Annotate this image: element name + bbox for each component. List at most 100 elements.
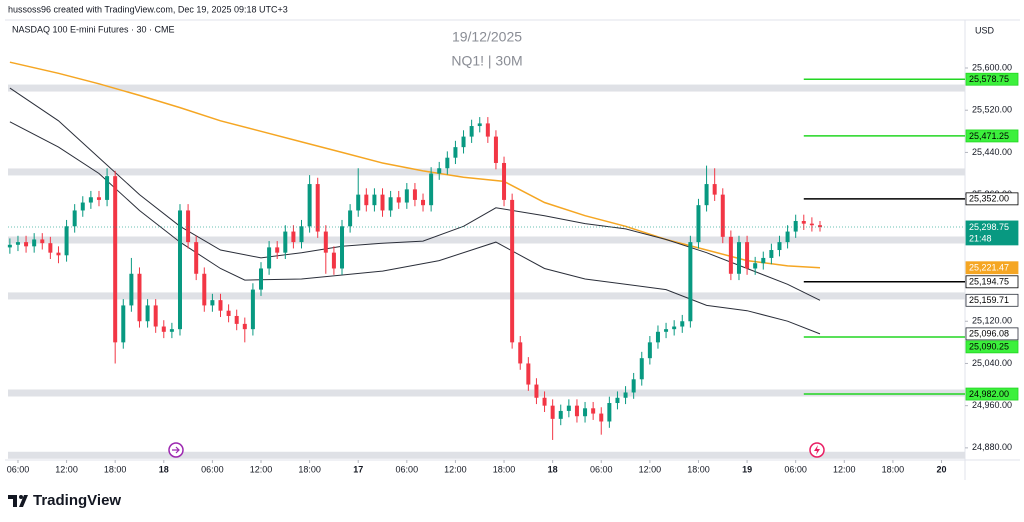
- candle-body: [736, 242, 741, 274]
- candle-body: [745, 242, 750, 269]
- x-tick-label: 17: [353, 464, 363, 474]
- candle-body: [153, 305, 158, 327]
- level-label-box: [965, 387, 1019, 401]
- candle-body: [429, 173, 434, 206]
- candle-body: [761, 257, 766, 264]
- zone: [8, 451, 965, 459]
- level-label-box: [965, 192, 1019, 206]
- x-tick-label: 06:00: [201, 464, 224, 474]
- candle-body: [80, 202, 85, 211]
- ma-label-box: [965, 327, 1019, 341]
- x-tick-label: 06:00: [784, 464, 807, 474]
- ma-label: 25,096.08: [969, 329, 1009, 339]
- candle-body: [445, 157, 450, 169]
- moving-average: [9, 61, 821, 269]
- candle-body: [299, 226, 304, 243]
- candle-body: [259, 268, 264, 290]
- x-tick-label: 06:00: [590, 464, 613, 474]
- candle-body: [615, 397, 620, 404]
- candle-body: [785, 231, 790, 243]
- candle-body: [534, 384, 539, 398]
- candle-body: [421, 199, 426, 206]
- level-label: 25,578.75: [969, 74, 1009, 84]
- candle-body: [817, 225, 822, 227]
- candle-body: [672, 326, 677, 330]
- candle-body: [502, 162, 507, 200]
- candle-body: [323, 231, 328, 253]
- candle-body: [510, 199, 515, 343]
- y-tick-label: 25,520.00: [972, 105, 1012, 115]
- candle-body: [777, 242, 782, 251]
- candle-body: [574, 405, 579, 417]
- candle-body: [720, 194, 725, 237]
- y-tick-label: 25,440.00: [972, 147, 1012, 157]
- countdown: 21:48: [969, 233, 992, 243]
- candle-body: [24, 242, 29, 247]
- x-tick-label: 12:00: [55, 464, 78, 474]
- candle-body: [453, 147, 458, 158]
- candle-body: [404, 189, 409, 203]
- candle-body: [348, 210, 353, 227]
- watermark-date: 19/12/2025: [452, 29, 522, 45]
- y-tick-label: 24,960.00: [972, 400, 1012, 410]
- zone: [8, 84, 965, 92]
- candle-body: [599, 413, 604, 422]
- x-tick-label: 18:00: [104, 464, 127, 474]
- candle-body: [696, 205, 701, 243]
- candle-body: [161, 326, 166, 332]
- candle-body: [202, 273, 207, 306]
- candle-body: [712, 184, 717, 195]
- candle-body: [477, 123, 482, 127]
- candle-body: [145, 305, 150, 322]
- event-icon[interactable]: [168, 442, 184, 458]
- candle-body: [607, 403, 612, 422]
- candle-body: [307, 184, 312, 227]
- last-price-label-box: [965, 220, 1019, 246]
- zone: [8, 168, 965, 176]
- ma-label: 25,159.71: [969, 295, 1009, 305]
- candle-body: [218, 300, 223, 311]
- brand: TradingView: [33, 492, 121, 509]
- candle-body: [250, 289, 255, 330]
- candle-body: [728, 236, 733, 274]
- x-tick-label: 19: [742, 464, 752, 474]
- candle-body: [267, 247, 272, 269]
- level-label: 25,352.00: [969, 194, 1009, 204]
- candle-body: [121, 305, 126, 343]
- x-tick-label: 18: [159, 464, 169, 474]
- x-tick-label: 18:00: [298, 464, 321, 474]
- level-label: 25,090.25: [969, 342, 1009, 352]
- x-tick-label: 18:00: [493, 464, 516, 474]
- x-tick-label: 12:00: [639, 464, 662, 474]
- candle-body: [380, 194, 385, 211]
- candle-body: [623, 392, 628, 398]
- candle-body: [550, 405, 555, 419]
- candle-body: [226, 310, 231, 316]
- level-label-box: [965, 275, 1019, 289]
- candle-body: [283, 231, 288, 253]
- y-tick-label: 24,880.00: [972, 442, 1012, 452]
- candle-body: [639, 358, 644, 380]
- candle-body: [518, 342, 523, 364]
- candle-body: [96, 197, 101, 200]
- dividend-icon[interactable]: [809, 442, 825, 458]
- candle-body: [331, 252, 336, 269]
- candle-body: [113, 176, 118, 343]
- moving-average: [9, 121, 821, 335]
- level-label-box: [965, 340, 1019, 354]
- x-tick-label: 18:00: [882, 464, 905, 474]
- candle-body: [566, 405, 571, 411]
- candle-body: [48, 243, 53, 253]
- candle-body: [169, 329, 174, 332]
- candle-body: [72, 210, 77, 227]
- candle-body: [469, 126, 474, 137]
- candle-body: [396, 197, 401, 203]
- candle-body: [542, 397, 547, 406]
- candle-body: [388, 197, 393, 211]
- candle-body: [793, 221, 798, 232]
- zone: [8, 292, 965, 300]
- candle-body: [340, 226, 345, 269]
- ma-label: 25,221.47: [969, 263, 1009, 273]
- x-tick-label: 06:00: [396, 464, 419, 474]
- level-label-box: [965, 72, 1019, 86]
